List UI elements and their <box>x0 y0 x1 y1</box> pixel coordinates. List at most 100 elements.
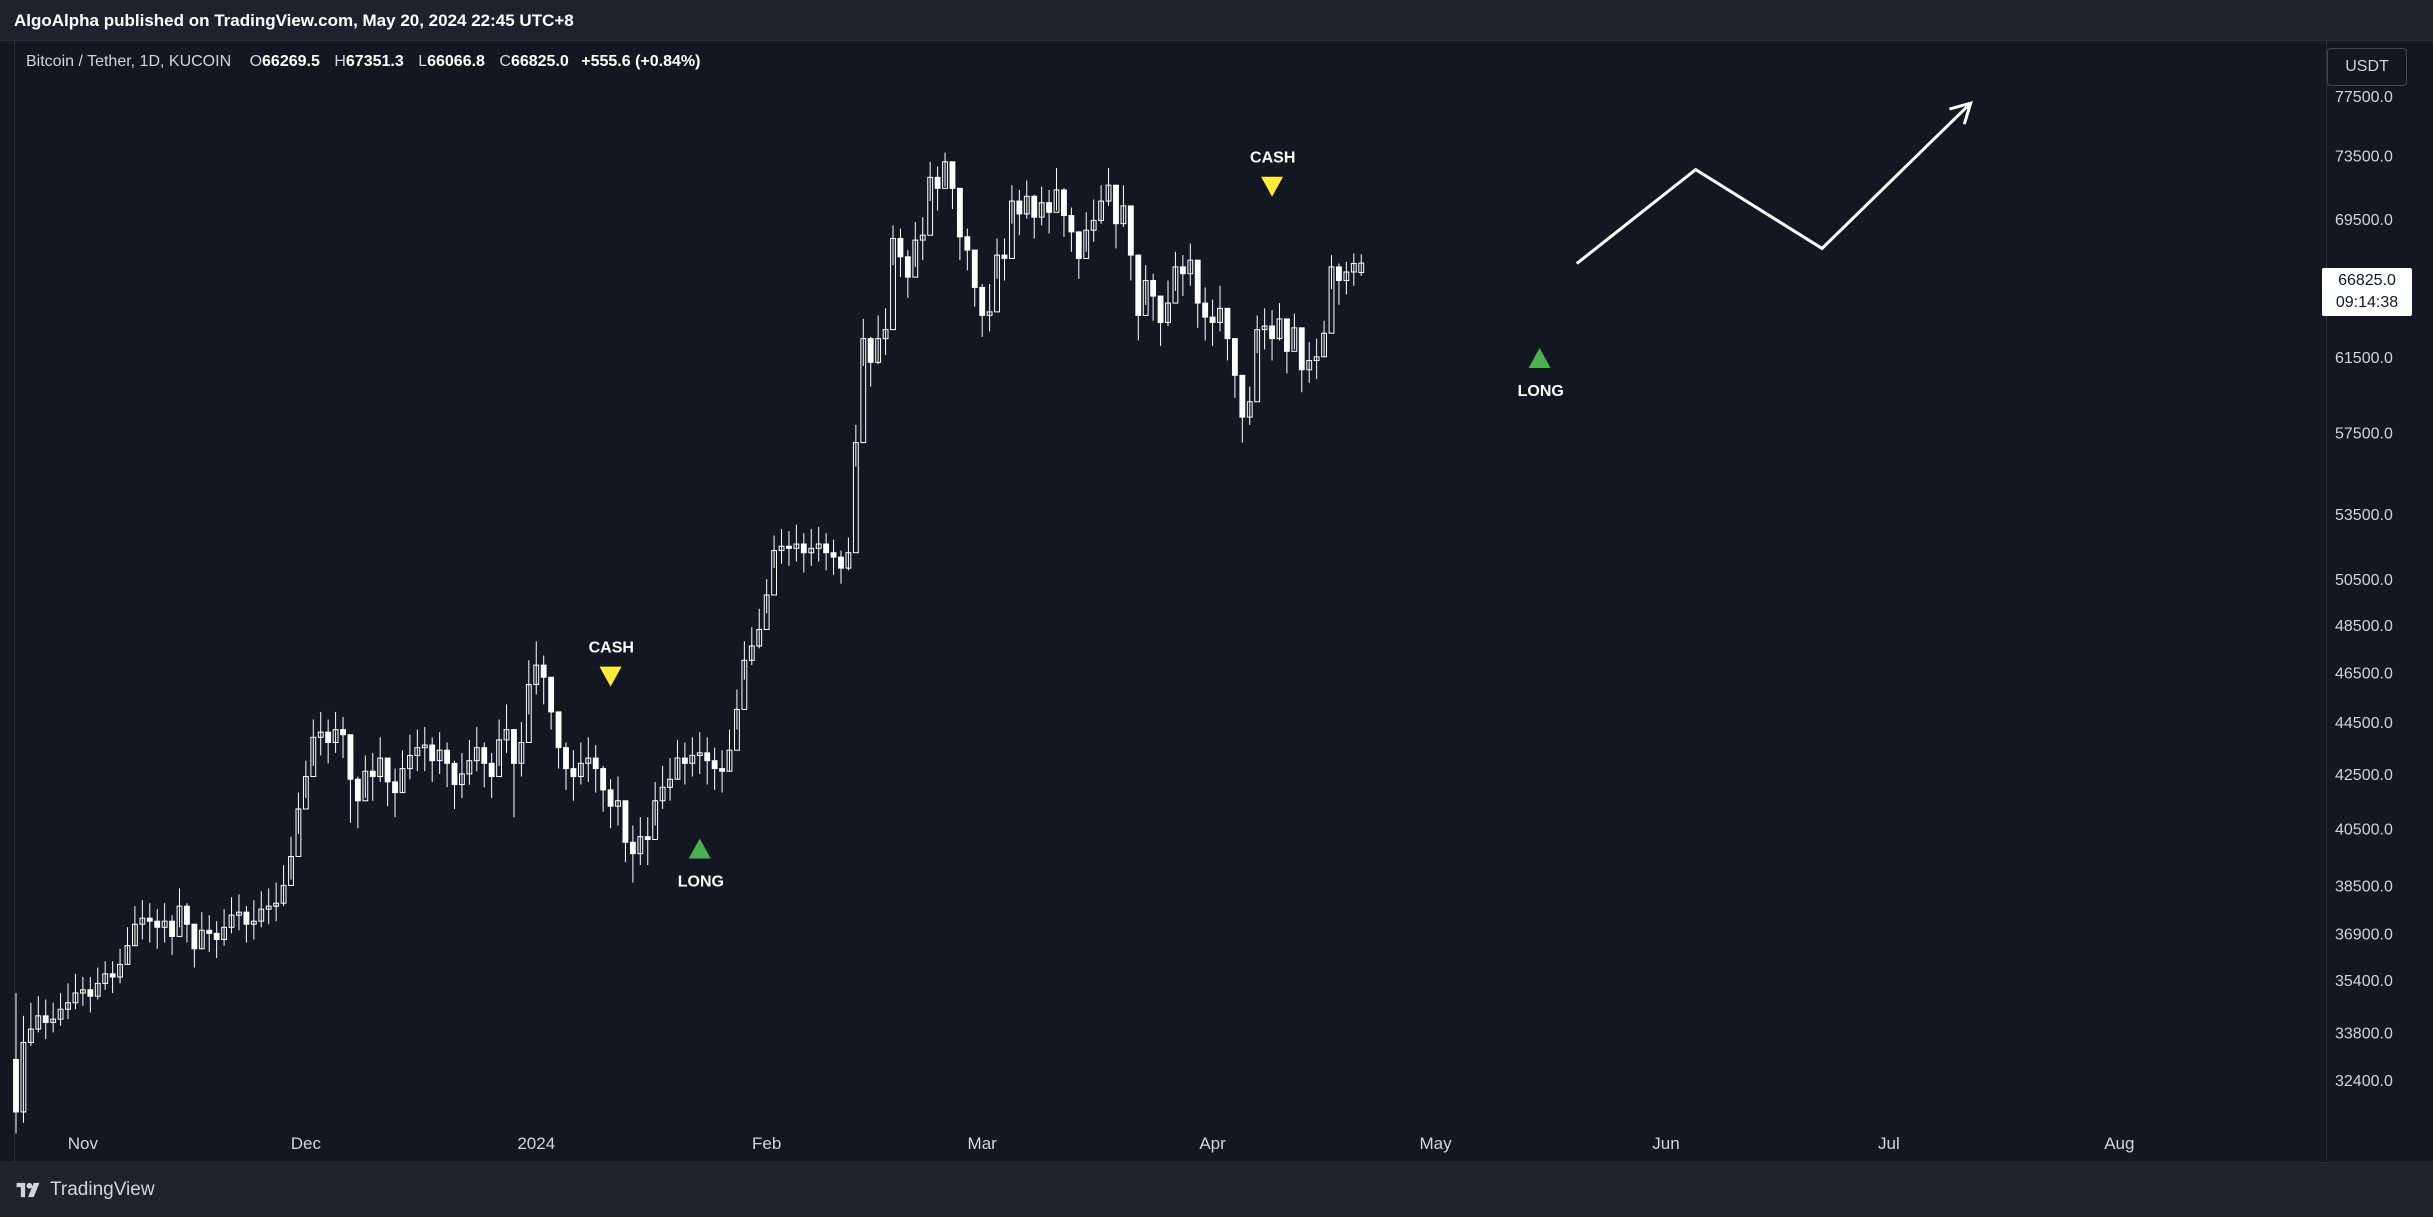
candle <box>830 539 837 575</box>
candle <box>860 318 867 444</box>
time-tick-label: 2024 <box>517 1134 555 1153</box>
candle <box>57 993 64 1026</box>
candle-body <box>741 659 748 710</box>
long-signal-marker <box>688 838 711 859</box>
candle <box>124 927 131 965</box>
candle <box>1276 303 1283 341</box>
candle <box>436 732 443 774</box>
candle <box>42 999 49 1040</box>
candle-body <box>867 338 874 363</box>
candle-body <box>1150 280 1157 297</box>
candle-body <box>414 747 421 756</box>
candle <box>1135 254 1142 341</box>
candle-body <box>548 676 555 713</box>
time-tick-label: Jun <box>1652 1134 1679 1153</box>
candle <box>518 721 525 777</box>
currency-button[interactable]: USDT <box>2327 48 2407 86</box>
candle <box>1053 167 1060 213</box>
candle <box>748 627 755 666</box>
candle-body <box>35 1015 42 1030</box>
candle <box>949 161 956 210</box>
tradingview-logo-icon <box>16 1182 40 1198</box>
candle <box>1120 185 1127 227</box>
candle <box>161 903 168 943</box>
candle-body <box>57 1008 64 1020</box>
candle <box>1165 280 1171 327</box>
candle <box>927 161 934 236</box>
candle <box>176 888 183 937</box>
symbol-legend[interactable]: Bitcoin / Tether, 1D, KUCOIN O66269.5 H6… <box>26 53 700 71</box>
candle <box>689 737 696 777</box>
candle-body <box>1090 219 1097 231</box>
candle-body <box>139 917 146 925</box>
candle <box>354 776 361 829</box>
candle-body <box>332 729 339 743</box>
candle-body <box>563 747 569 770</box>
candle-body <box>964 236 971 251</box>
candle <box>459 752 465 799</box>
candle-body <box>317 731 324 738</box>
candle <box>317 711 324 756</box>
candle-body <box>1142 280 1149 316</box>
candle <box>414 729 421 772</box>
candle <box>1321 320 1327 358</box>
candle-body <box>340 729 346 736</box>
candle <box>94 967 101 1000</box>
candle-body <box>50 1018 57 1023</box>
symbol-name[interactable]: Bitcoin / Tether, 1D, KUCOIN <box>26 53 232 70</box>
candle-body <box>347 734 354 780</box>
candle <box>696 732 703 774</box>
open-label: O <box>249 53 263 70</box>
candle-body <box>1313 356 1320 361</box>
chart-pane[interactable] <box>14 40 2433 1163</box>
tradingview-brand[interactable]: TradingView <box>14 1177 155 1203</box>
price-tick-label: 38500.0 <box>2335 878 2393 895</box>
candle-body <box>421 744 428 749</box>
candle-body <box>102 973 109 984</box>
candle <box>265 888 272 925</box>
candle-body <box>1350 263 1357 273</box>
candle <box>540 655 547 705</box>
candle <box>1313 338 1320 380</box>
price-tick-label: 36900.0 <box>2335 926 2393 943</box>
candle-body <box>354 778 361 802</box>
candle-body <box>399 768 406 794</box>
candles-layer <box>13 152 1365 1134</box>
candle-body <box>94 982 101 997</box>
candle-body <box>1246 401 1253 418</box>
candle <box>473 727 480 772</box>
change-value: +555.6 (+0.84%) <box>581 53 701 70</box>
candle-body <box>1306 359 1313 371</box>
candle <box>994 238 1000 313</box>
time-tick-label: Nov <box>68 1134 99 1153</box>
candle <box>912 222 919 278</box>
candle-body <box>644 836 651 840</box>
candle <box>488 752 495 799</box>
price-tick-label: 35400.0 <box>2335 973 2393 990</box>
candle-body <box>600 768 607 791</box>
candle <box>302 760 309 810</box>
candle <box>1231 338 1238 398</box>
cash-signal-label: CASH <box>589 640 634 657</box>
candle <box>27 1002 34 1046</box>
candle-body <box>756 629 763 647</box>
candle <box>79 977 86 1006</box>
candle-body <box>1023 195 1030 215</box>
candle-body <box>1172 266 1179 304</box>
price-tick-label: 57500.0 <box>2335 426 2393 443</box>
candle-body <box>585 757 592 764</box>
candle <box>146 903 153 943</box>
candle-body <box>451 762 458 786</box>
close-label: C <box>499 53 511 70</box>
candle <box>890 225 896 331</box>
candle <box>800 533 807 573</box>
candle-body <box>734 708 740 751</box>
candle-body <box>384 757 391 783</box>
close-value: 66825.0 <box>510 53 569 70</box>
candle-body <box>875 338 882 363</box>
candle-body <box>652 800 659 840</box>
candle <box>904 250 911 298</box>
candle <box>511 729 517 818</box>
candle-body <box>1231 338 1238 376</box>
